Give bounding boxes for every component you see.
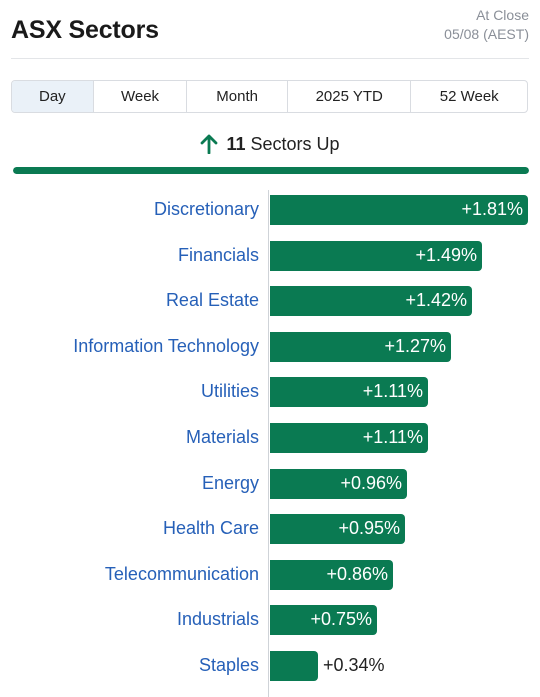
sector-row[interactable]: Real Estate +1.42% xyxy=(0,286,540,317)
sector-bar xyxy=(270,331,451,362)
sector-row[interactable]: Information Technology +1.27% xyxy=(0,331,540,362)
sector-bar xyxy=(270,195,528,225)
chart-axis xyxy=(268,190,269,697)
sector-value: +1.81% xyxy=(461,199,523,219)
sector-value: +1.11% xyxy=(362,381,423,402)
sectors-up-count: 11 xyxy=(226,133,246,154)
sector-value: +1.11% xyxy=(362,427,423,447)
sector-bar xyxy=(270,605,377,636)
sector-row[interactable]: Discretionary +1.81% xyxy=(0,195,540,225)
sector-row[interactable]: Staples +0.34% xyxy=(0,651,540,681)
market-status-label: At Close xyxy=(476,7,529,23)
sectors-up-text: Sectors Up xyxy=(250,133,340,154)
sector-label[interactable]: Financials xyxy=(177,244,259,265)
sector-row[interactable]: Health Care +0.95% xyxy=(0,514,540,545)
market-status: At Close 05/08 (AEST) xyxy=(444,6,529,44)
sector-bar xyxy=(270,651,318,681)
sector-bar xyxy=(270,377,428,408)
arrow-up-icon xyxy=(200,134,218,154)
sectors-up-progress-fill xyxy=(13,167,529,174)
sector-row[interactable]: Materials +1.11% xyxy=(0,423,540,453)
page-title: ASX Sectors xyxy=(11,16,159,44)
sector-bar xyxy=(270,423,428,453)
sector-row[interactable]: Energy +0.96% xyxy=(0,468,540,499)
sector-label[interactable]: Staples xyxy=(198,655,259,675)
sector-bar xyxy=(270,468,407,499)
sector-label[interactable]: Telecommunication xyxy=(104,563,259,584)
sector-value: +0.75% xyxy=(310,609,372,630)
tab-week[interactable]: Week xyxy=(94,81,188,112)
sector-label[interactable]: Health Care xyxy=(162,518,259,539)
market-date: 05/08 (AEST) xyxy=(444,26,529,42)
sector-value: +1.42% xyxy=(405,290,467,311)
sector-value: +1.49% xyxy=(415,244,477,265)
sector-value: +0.34% xyxy=(323,655,385,675)
sector-bar xyxy=(270,240,482,271)
sector-value: +0.95% xyxy=(338,518,400,539)
sectors-up-progress xyxy=(13,167,529,174)
sector-bar xyxy=(270,514,405,545)
sector-label[interactable]: Real Estate xyxy=(165,290,259,311)
tab-52-week[interactable]: 52 Week xyxy=(439,88,499,105)
sector-row[interactable]: Financials +1.49% xyxy=(0,240,540,271)
period-tabs: Day Week Month 2025 YTD 52 Week xyxy=(11,80,528,113)
header-divider xyxy=(11,58,529,59)
sector-value: +1.27% xyxy=(384,335,446,356)
sector-bar xyxy=(270,286,472,317)
tab-month[interactable]: Month xyxy=(187,81,288,112)
sector-label[interactable]: Industrials xyxy=(176,609,259,630)
sector-bar xyxy=(270,559,393,590)
sector-value: +0.86% xyxy=(326,563,388,584)
sector-label[interactable]: Energy xyxy=(201,472,259,493)
sectors-summary: 11 Sectors Up xyxy=(0,132,540,156)
tab-day[interactable]: Day xyxy=(12,81,94,112)
sector-value: +0.96% xyxy=(340,472,402,493)
sector-label[interactable]: Information Technology xyxy=(73,335,259,356)
sector-label[interactable]: Discretionary xyxy=(153,199,259,219)
sector-row[interactable]: Industrials +0.75% xyxy=(0,605,540,636)
tab-2025-ytd[interactable]: 2025 YTD xyxy=(288,81,412,112)
sector-row[interactable]: Telecommunication +0.86% xyxy=(0,559,540,590)
sector-label[interactable]: Materials xyxy=(185,427,259,447)
sector-label[interactable]: Utilities xyxy=(200,381,259,402)
sector-row[interactable]: Utilities +1.11% xyxy=(0,377,540,408)
